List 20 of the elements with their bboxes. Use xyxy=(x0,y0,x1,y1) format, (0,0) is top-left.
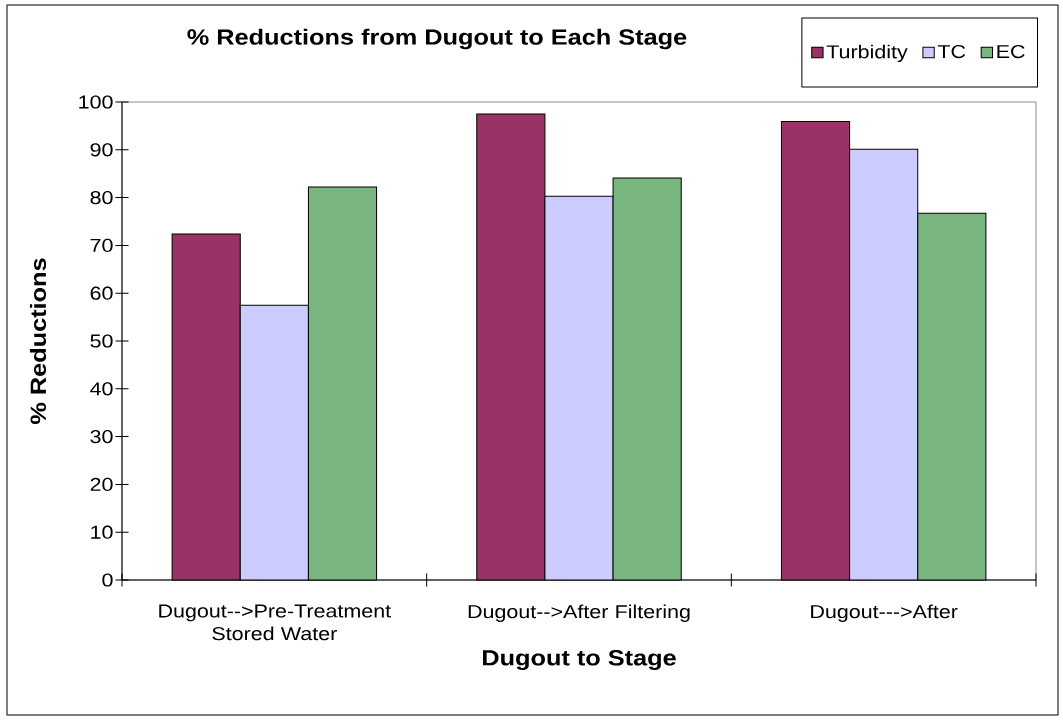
y-tick-label: 70 xyxy=(90,238,113,253)
y-tick-label: 10 xyxy=(91,525,113,539)
y-tick-label: 30 xyxy=(90,429,113,444)
chart-title: % Reductions from Dugout to Each Stage xyxy=(187,28,687,50)
legend-label: TC xyxy=(937,44,966,59)
legend-label: EC xyxy=(997,44,1025,59)
y-tick-label: 0 xyxy=(102,573,113,587)
x-tick-label: Dugout--->After xyxy=(811,604,958,622)
x-axis-title: Dugout to Stage xyxy=(483,650,676,671)
y-tick-label: 100 xyxy=(79,95,113,109)
y-tick-label: 20 xyxy=(90,477,113,492)
y-tick-label: 60 xyxy=(90,286,113,300)
y-tick-label: 80 xyxy=(90,190,113,205)
y-tick-label: 40 xyxy=(90,382,113,396)
y-tick-label: 90 xyxy=(90,143,113,157)
y-axis-title: % Reductions xyxy=(29,258,47,425)
y-tick-label: 50 xyxy=(90,334,113,348)
x-tick-label: Dugout-->Pre-Treatment Stored Water xyxy=(159,604,391,641)
legend-label: Turbidity xyxy=(826,44,908,63)
x-tick-label: Dugout-->After Filtering xyxy=(468,604,690,622)
